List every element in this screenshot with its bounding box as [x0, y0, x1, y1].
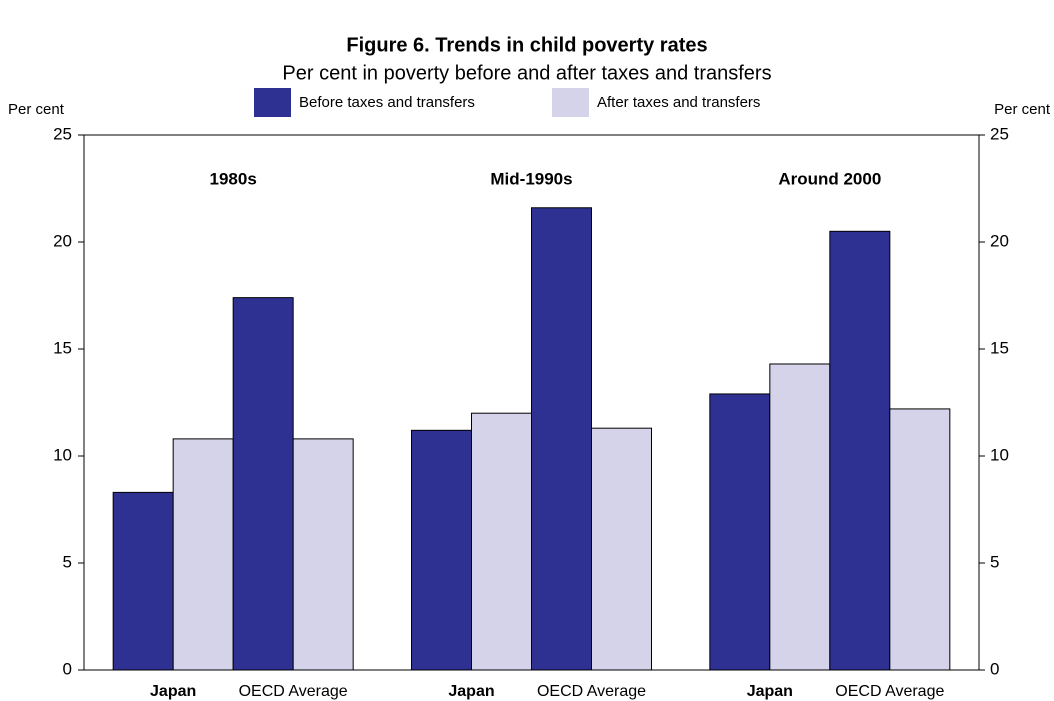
- y-tick-label: 20: [53, 231, 72, 250]
- y2-axis-label: Per cent: [994, 101, 1051, 118]
- y2-tick-label: 5: [990, 552, 999, 571]
- bar: [292, 438, 354, 671]
- legend-swatch: [552, 88, 589, 117]
- y-tick-label: 10: [53, 445, 72, 464]
- legend-label: After taxes and transfers: [597, 94, 760, 111]
- group-label: Mid-1990s: [490, 169, 572, 188]
- y2-tick-label: 0: [990, 659, 999, 678]
- y-axis-label: Per cent: [8, 101, 65, 118]
- x-tick-label: Japan: [747, 683, 793, 700]
- group-label: Around 2000: [778, 169, 881, 188]
- y2-tick-label: 10: [990, 445, 1009, 464]
- y-tick-label: 5: [63, 552, 72, 571]
- bar: [709, 393, 771, 671]
- group-label: 1980s: [210, 169, 257, 188]
- bar: [531, 207, 592, 671]
- bar: [591, 427, 652, 671]
- y-tick-label: 15: [53, 338, 72, 357]
- x-tick-label: Japan: [150, 683, 196, 700]
- bar: [829, 230, 891, 671]
- bar: [471, 412, 532, 671]
- legend-swatch: [254, 88, 291, 117]
- x-tick-label: OECD Average: [239, 683, 348, 700]
- y-tick-label: 25: [53, 124, 72, 143]
- bar: [889, 408, 951, 671]
- bar: [411, 429, 472, 671]
- bar: [232, 297, 294, 671]
- bar: [172, 438, 234, 671]
- y2-tick-label: 25: [990, 124, 1009, 143]
- legend-label: Before taxes and transfers: [299, 94, 475, 111]
- bar: [769, 363, 831, 671]
- y2-tick-label: 20: [990, 231, 1009, 250]
- bar: [112, 491, 174, 671]
- chart-subtitle: Per cent in poverty before and after tax…: [282, 62, 771, 84]
- y2-tick-label: 15: [990, 338, 1009, 357]
- x-tick-label: OECD Average: [537, 683, 646, 700]
- y-tick-label: 0: [63, 659, 72, 678]
- x-tick-label: Japan: [448, 683, 494, 700]
- chart-title: Figure 6. Trends in child poverty rates: [346, 34, 707, 56]
- x-tick-label: OECD Average: [835, 683, 944, 700]
